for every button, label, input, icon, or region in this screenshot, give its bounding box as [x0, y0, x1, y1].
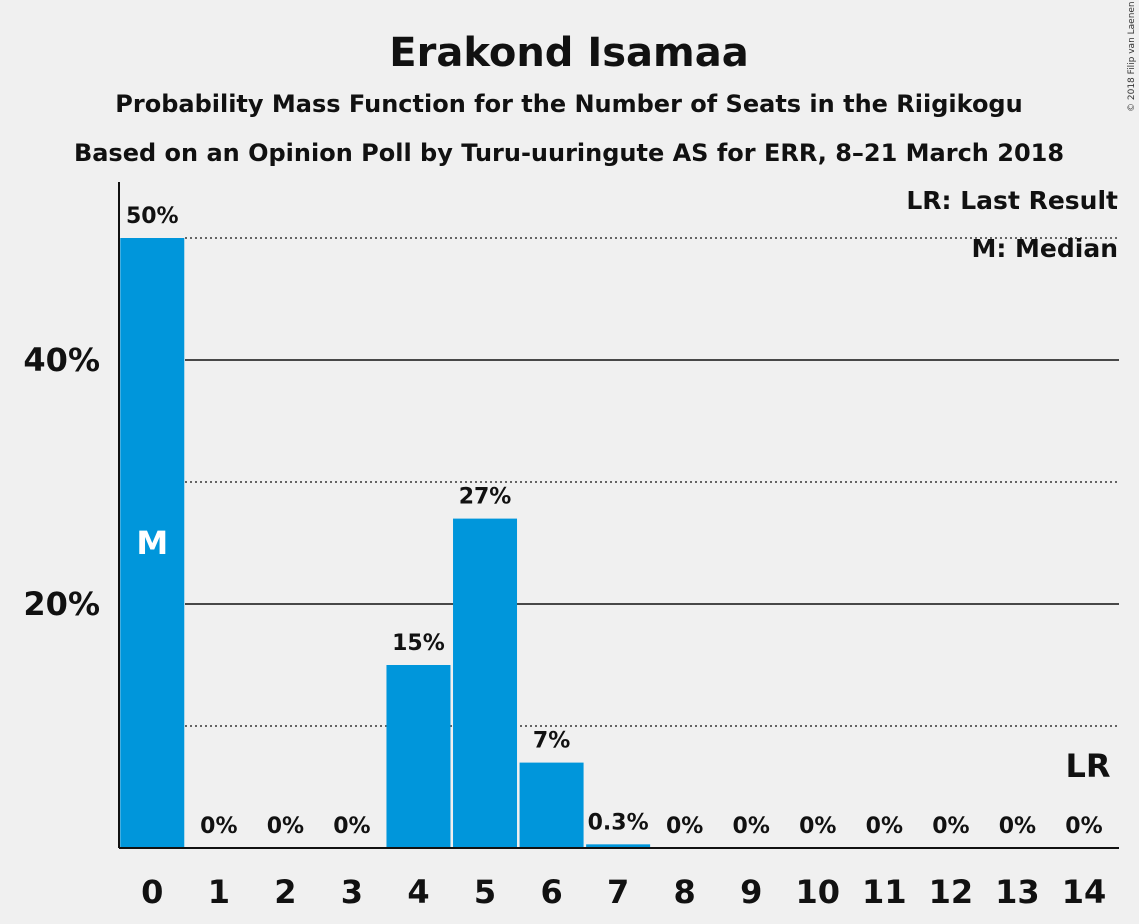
- data-label-0: 50%: [126, 204, 179, 229]
- x-tick-label-2: 2: [274, 873, 296, 911]
- bar-7: [586, 844, 651, 848]
- bars: [120, 238, 651, 848]
- x-tick-label-6: 6: [540, 873, 562, 911]
- bar-6: [519, 762, 584, 848]
- legend-last-result: LR: Last Result: [906, 186, 1118, 215]
- data-label-11: 0%: [866, 814, 903, 839]
- x-tick-label-3: 3: [341, 873, 363, 911]
- x-tick-label-14: 14: [1062, 873, 1107, 911]
- x-tick-labels: 0 1 2 3 4 5 6 7 8 9 10 11 12 13 14: [141, 873, 1106, 911]
- data-label-5: 27%: [459, 485, 512, 510]
- chart-title: Erakond Isamaa: [389, 30, 748, 76]
- x-tick-label-7: 7: [607, 873, 629, 911]
- last-result-marker: LR: [1065, 747, 1110, 785]
- data-label-1: 0%: [200, 814, 237, 839]
- x-tick-label-11: 11: [862, 873, 907, 911]
- x-tick-label-5: 5: [474, 873, 496, 911]
- bar-0: [120, 238, 185, 848]
- x-tick-label-0: 0: [141, 873, 163, 911]
- data-label-8: 0%: [666, 814, 703, 839]
- data-label-7: 0.3%: [588, 810, 649, 835]
- data-label-14: 0%: [1065, 814, 1102, 839]
- data-label-9: 0%: [733, 814, 770, 839]
- bar-5: [453, 518, 518, 848]
- x-tick-label-4: 4: [407, 873, 429, 911]
- chart-subtitle-poll: Based on an Opinion Poll by Turu-uuringu…: [74, 139, 1064, 167]
- y-tick-label-20: 20%: [23, 585, 100, 623]
- data-label-13: 0%: [999, 814, 1036, 839]
- x-tick-label-1: 1: [208, 873, 230, 911]
- data-label-6: 7%: [533, 729, 570, 754]
- legend-median: M: Median: [971, 234, 1118, 263]
- gridlines: [185, 237, 1119, 727]
- data-label-2: 0%: [267, 814, 304, 839]
- y-tick-labels: 20% 40%: [23, 341, 100, 623]
- x-tick-label-12: 12: [929, 873, 974, 911]
- copyright-text: © 2018 Filip van Laenen: [1127, 1, 1137, 112]
- x-tick-label-13: 13: [995, 873, 1040, 911]
- data-label-10: 0%: [799, 814, 836, 839]
- x-tick-label-9: 9: [740, 873, 762, 911]
- median-marker: M: [136, 524, 168, 562]
- x-tick-label-8: 8: [674, 873, 696, 911]
- data-label-12: 0%: [932, 814, 969, 839]
- data-label-3: 0%: [333, 814, 370, 839]
- x-tick-label-10: 10: [796, 873, 841, 911]
- data-label-4: 15%: [392, 631, 445, 656]
- chart-subtitle: Probability Mass Function for the Number…: [115, 90, 1022, 118]
- bar-4: [386, 665, 451, 848]
- y-tick-label-40: 40%: [23, 341, 100, 379]
- data-labels: 50% 0% 0% 0% 15% 27% 7% 0.3% 0% 0% 0% 0% 0% 0% 0%: [126, 204, 1103, 839]
